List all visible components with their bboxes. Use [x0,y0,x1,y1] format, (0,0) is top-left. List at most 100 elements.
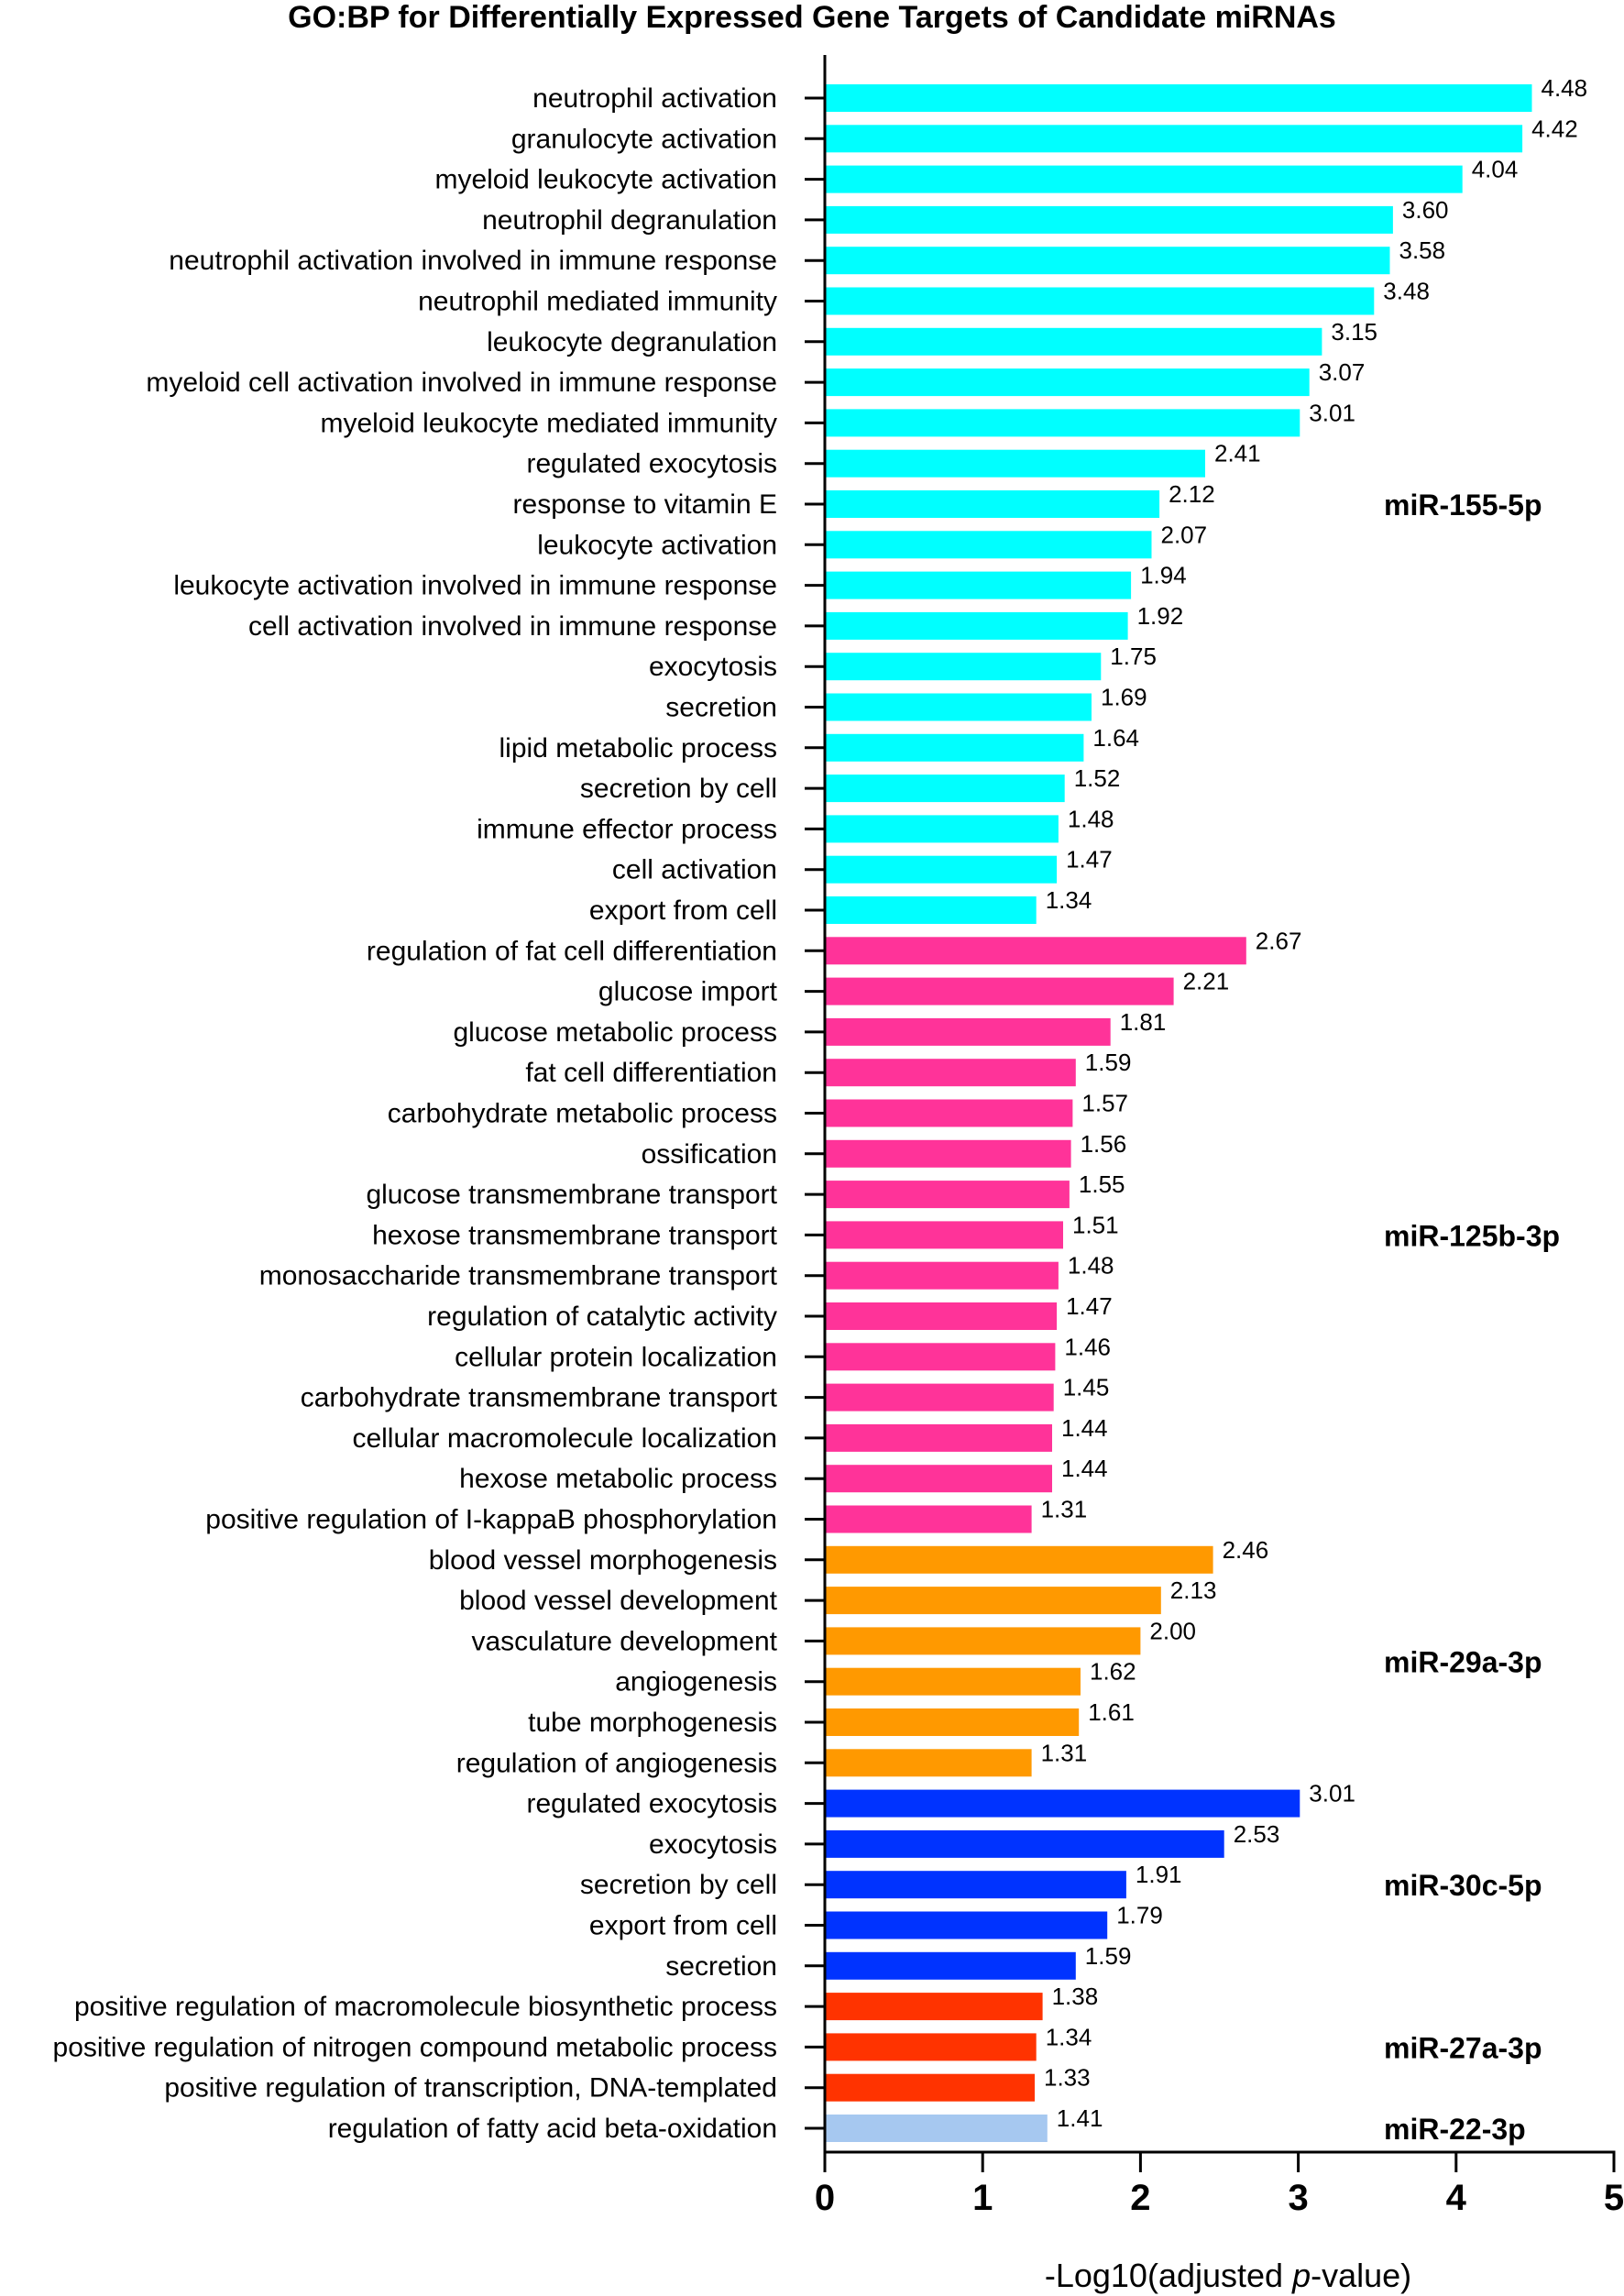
bar [825,2033,1037,2061]
x-axis-title: -Log10(adjusted p-value) [1045,2257,1411,2294]
bar [825,1181,1070,1209]
bar [825,1829,1224,1858]
value-label: 2.46 [1223,1536,1269,1564]
category-label: positive regulation of nitrogen compound… [53,2032,777,2062]
value-label: 1.31 [1041,1739,1088,1766]
bar [825,977,1174,1005]
category-label: monosaccharide transmembrane transport [259,1261,778,1291]
category-label: carbohydrate metabolic process [388,1099,777,1129]
category-label: positive regulation of I-kappaB phosphor… [205,1505,777,1535]
x-tick-label: 3 [1288,2178,1308,2218]
value-label: 1.44 [1061,1455,1108,1482]
bar [825,1059,1076,1087]
value-label: 2.07 [1161,521,1208,548]
group-label: miR-22-3p [1384,2113,1526,2146]
bar [825,653,1102,681]
value-label: 1.75 [1110,643,1157,670]
value-label: 3.58 [1399,236,1446,264]
category-label: glucose transmembrane transport [366,1180,777,1210]
category-label: hexose metabolic process [459,1464,777,1494]
bar [825,1465,1052,1493]
bar [825,247,1390,275]
category-label: tube morphogenesis [528,1708,777,1738]
x-axis-title-italic: p [1291,2257,1311,2294]
x-tick-label: 2 [1130,2178,1150,2218]
value-label: 1.69 [1101,684,1147,711]
value-label: 1.61 [1088,1698,1135,1726]
group-label: miR-27a-3p [1384,2031,1542,2064]
value-label: 4.04 [1472,156,1519,183]
value-label: 2.67 [1256,927,1302,954]
category-label: fat cell differentiation [525,1058,777,1088]
bar [825,571,1132,599]
bar [825,1423,1052,1452]
category-label: glucose metabolic process [453,1017,777,1048]
value-label: 1.91 [1136,1861,1182,1888]
category-label: regulation of catalytic activity [427,1302,777,1332]
category-label: secretion [665,693,777,723]
bar [825,165,1463,193]
value-label: 3.01 [1309,1780,1355,1807]
bar [825,2115,1048,2142]
bar [825,1708,1080,1736]
bar [825,1789,1300,1818]
category-label: neutrophil degranulation [482,205,777,236]
bar [825,774,1065,803]
value-label: 1.46 [1064,1333,1111,1360]
x-axis-title-suffix: -value) [1311,2257,1411,2294]
bar [825,1587,1161,1615]
bar [825,1099,1073,1127]
category-label: regulation of fat cell differentiation [367,936,777,966]
value-label: 1.56 [1081,1130,1127,1158]
category-label: angiogenesis [615,1667,777,1697]
category-label: exocytosis [649,652,777,682]
category-label: regulation of angiogenesis [456,1748,777,1778]
bar [825,1343,1056,1371]
value-label: 1.92 [1137,602,1184,630]
group-label: miR-125b-3p [1384,1219,1560,1252]
value-label: 1.59 [1085,1942,1132,1970]
category-label: neutrophil activation involved in immune… [169,246,777,276]
value-label: 1.94 [1140,562,1187,589]
value-label: 1.79 [1116,1902,1163,1929]
value-label: 2.12 [1169,480,1215,508]
value-label: 3.48 [1383,278,1430,305]
bar [825,1627,1141,1655]
value-label: 1.34 [1046,886,1092,914]
bar [825,1667,1081,1696]
category-label: carbohydrate transmembrane transport [301,1383,778,1413]
category-label: secretion by cell [580,774,777,804]
category-label: exocytosis [649,1829,777,1860]
value-label: 1.45 [1063,1374,1110,1401]
value-label: 1.81 [1120,1008,1167,1036]
bar [825,490,1160,518]
value-label: 2.41 [1214,440,1261,467]
bar [825,1993,1043,2021]
bar [825,84,1532,112]
x-tick-label: 1 [972,2178,993,2218]
group-label: miR-30c-5p [1384,1869,1542,1902]
bar [825,733,1084,762]
category-label: myeloid leukocyte mediated immunity [320,408,777,438]
category-label: ossification [642,1139,777,1170]
category-label: leukocyte activation [537,530,777,560]
category-labels-layer: neutrophil activation granulocyte activat… [53,83,778,2144]
x-tick-label: 0 [815,2178,835,2218]
bars-layer [825,84,1532,2142]
group-labels-layer: miR-155-5p miR-125b-3p miR-29a-3p miR-30c-5… [1384,489,1560,2146]
bar [825,1505,1032,1533]
value-label: 1.44 [1061,1414,1108,1442]
category-label: immune effector process [477,814,777,844]
category-label: vasculature development [471,1626,777,1656]
value-label: 1.47 [1066,846,1113,873]
category-label: export from cell [589,895,777,926]
value-label: 1.48 [1068,1252,1114,1280]
category-label: myeloid leukocyte activation [434,165,777,195]
bar [825,1302,1058,1330]
value-label: 4.42 [1531,115,1578,142]
bar [825,2073,1035,2102]
category-label: positive regulation of transcription, DN… [164,2073,777,2104]
bar [825,449,1205,478]
value-label: 1.33 [1044,2064,1091,2092]
